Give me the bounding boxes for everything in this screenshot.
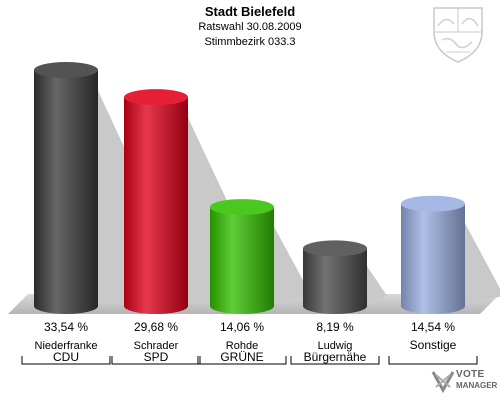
bar-top <box>34 62 98 78</box>
bar-body <box>210 207 274 314</box>
chart-title: Stadt Bielefeld <box>204 4 296 19</box>
party-label: GRÜNE <box>220 350 263 364</box>
chart-district: Stimmbezirk 033.3 <box>204 36 296 48</box>
value-label: 33,54 % <box>44 320 88 334</box>
bar-sonstige <box>401 195 465 314</box>
party-label: CDU <box>53 350 79 364</box>
value-label: 14,06 % <box>220 320 264 334</box>
bar-body <box>124 97 188 315</box>
bar-top <box>124 89 188 106</box>
bar-body <box>401 203 465 314</box>
bar-top <box>401 195 465 212</box>
watermark-line2: MANAGER <box>456 381 498 390</box>
value-label: 14,54 % <box>411 320 455 334</box>
chart-subtitle: Ratswahl 30.08.2009 <box>198 21 302 33</box>
candidate-label: Ludwig <box>318 340 353 352</box>
bar-spd <box>124 89 188 315</box>
bar-b-rgern-he <box>303 240 367 314</box>
category-bracket <box>290 356 380 365</box>
bar-body <box>303 248 367 314</box>
value-label: 8,19 % <box>316 320 354 334</box>
category-bracket <box>111 356 201 365</box>
party-label: Bürgernähe <box>304 350 367 364</box>
candidate-label: Schrader <box>134 340 179 352</box>
category-bracket <box>197 356 287 365</box>
bar-body <box>34 70 98 314</box>
bar-cdu <box>34 62 98 314</box>
candidate-label: Rohde <box>226 340 258 352</box>
bar-shadow <box>461 215 500 304</box>
bar-gr-ne <box>210 199 274 314</box>
party-label: SPD <box>144 350 169 364</box>
nrw-coat-of-arms-icon <box>433 7 483 63</box>
category-bracket <box>21 356 111 365</box>
watermark-line1: VOTE <box>456 369 485 380</box>
candidate-label: Niederfranke <box>35 340 98 352</box>
bar-shadow <box>363 260 388 304</box>
value-label: 29,68 % <box>134 320 178 334</box>
category-bracket <box>388 356 478 365</box>
party-label: Sonstige <box>410 338 457 352</box>
bar-top <box>210 199 274 216</box>
bar-top <box>303 240 367 257</box>
bar-shadow <box>270 219 312 304</box>
vote-manager-logo-icon <box>431 371 455 394</box>
